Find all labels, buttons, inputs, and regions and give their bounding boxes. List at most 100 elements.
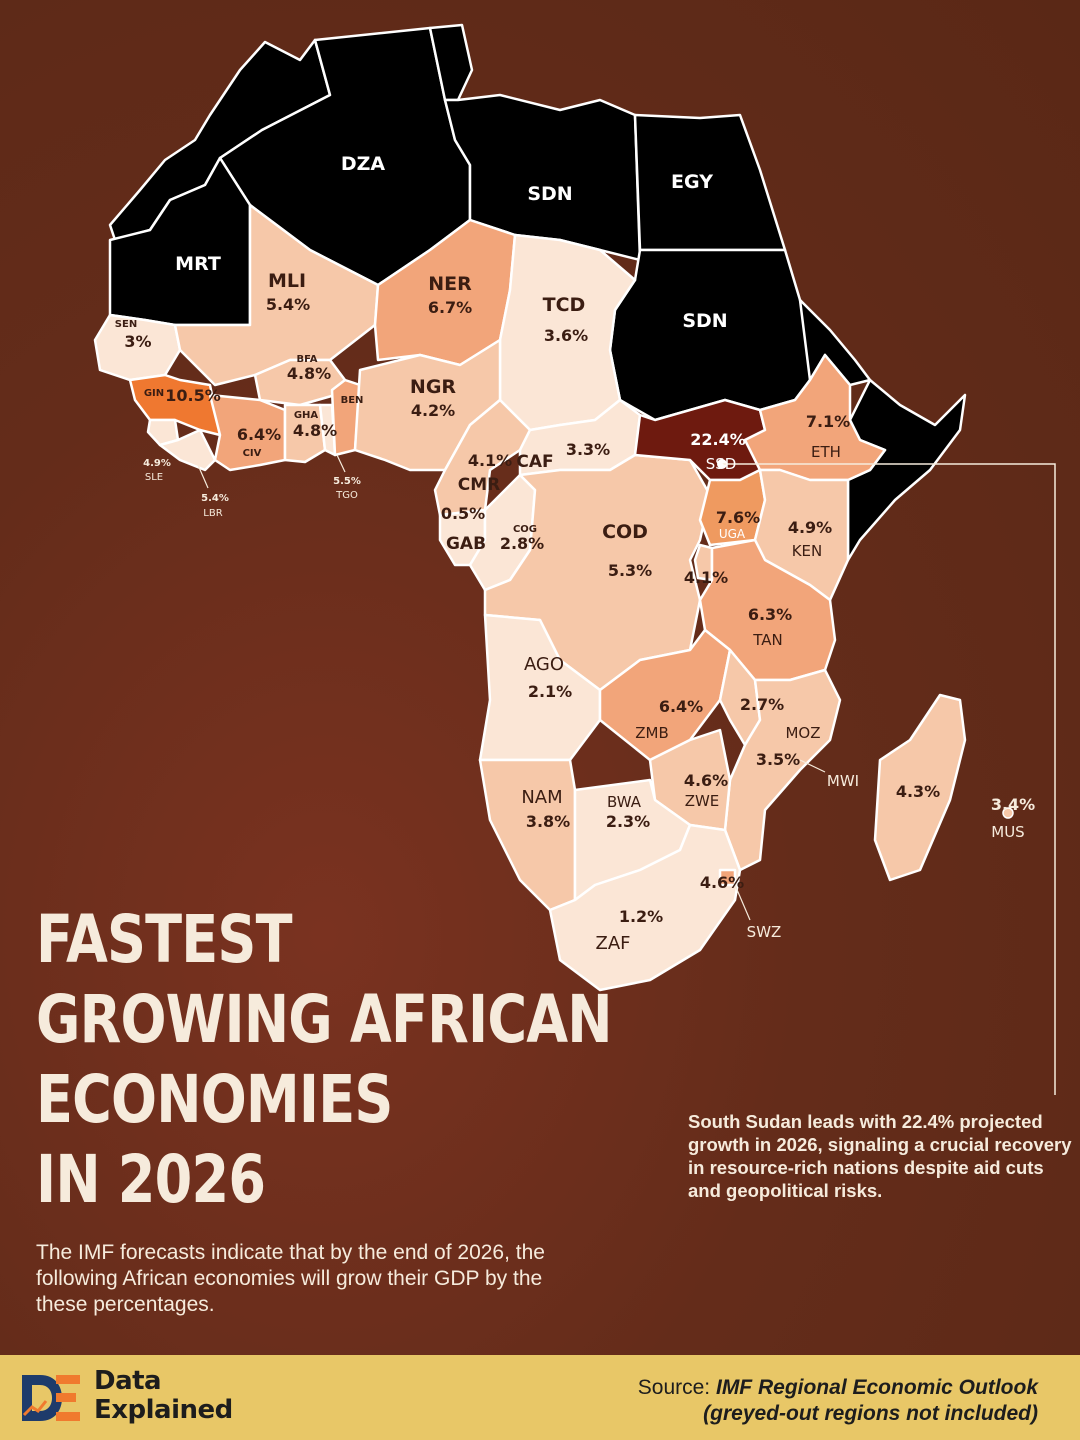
label-ben-code: BEN [341, 395, 364, 406]
label-tgo-code: TGO [335, 490, 358, 501]
swz-leader-line [734, 884, 751, 921]
label-lbr-code: LBR [203, 508, 222, 519]
label-mwi-value: 2.7% [740, 695, 784, 714]
mwi-leader-line [799, 759, 826, 773]
label-civ-code: CIV [243, 448, 262, 459]
label-gab-value: 0.5% [441, 504, 485, 523]
label-zaf-value: 1.2% [619, 907, 663, 926]
brand-name: Data Explained [94, 1367, 233, 1425]
label-mdg-value: 4.3% [896, 782, 940, 801]
label-mus-code: MUS [991, 823, 1024, 841]
label-gab-code: GAB [446, 534, 486, 554]
label-uga-code: UGA [719, 527, 746, 541]
label-lbr-value: 5.4% [201, 493, 229, 504]
label-zwe-value: 4.6% [684, 771, 728, 790]
label-sle-value: 4.9% [143, 458, 171, 469]
label-ken-value: 4.9% [788, 518, 832, 537]
label-bwa-code: BWA [607, 793, 642, 811]
label-bfa-code: BFA [296, 354, 317, 365]
ssd-leader-line [722, 463, 1056, 1095]
label-moz-value: 3.5% [756, 750, 800, 769]
label-mus-value: 3.4% [991, 795, 1035, 814]
label-egy: EGY [671, 171, 713, 193]
label-tgo-value: 5.5% [333, 476, 361, 487]
country-zaf [548, 823, 742, 992]
label-tan-value: 6.3% [748, 605, 792, 624]
source-credit: Source: IMF Regional Economic Outlook (g… [638, 1375, 1038, 1427]
label-rwa-bdi-value: 4.1% [684, 568, 728, 587]
label-ssd-code: SSD [706, 455, 737, 473]
label-tcd-value: 3.6% [544, 326, 588, 345]
label-ken-code: KEN [792, 542, 823, 560]
country-gha [283, 403, 327, 464]
page-title: FASTEST GROWING AFRICAN ECONOMIES IN 202… [36, 900, 613, 1220]
label-swz-value: 4.6% [700, 873, 744, 892]
label-zwe-code: ZWE [685, 792, 720, 810]
label-eth-code: ETH [811, 443, 841, 461]
label-ner-code: NER [428, 273, 472, 295]
label-civ-value: 6.4% [237, 425, 281, 444]
brand-line-1: Data [94, 1366, 162, 1396]
label-caf-code: CAF [516, 452, 553, 472]
label-sle-code: SLE [145, 472, 163, 483]
label-zaf-code: ZAF [596, 933, 631, 954]
label-gha-value: 4.8% [293, 421, 337, 440]
label-zmb-code: ZMB [635, 724, 669, 742]
label-ngr-code: NGR [410, 376, 456, 398]
label-ner-value: 6.7% [428, 298, 472, 317]
label-bwa-value: 2.3% [606, 812, 650, 831]
label-ago-code: AGO [524, 654, 564, 675]
label-moz-code: MOZ [785, 724, 820, 742]
source-label: Source: [637, 1376, 716, 1399]
ssd-callout-text: South Sudan leads with 22.4% projected g… [688, 1111, 1072, 1201]
country-civ [208, 393, 287, 472]
brand-line-2: Explained [94, 1395, 233, 1425]
label-gha-code: GHA [294, 410, 319, 421]
footer-bar: Data Explained Source: IMF Regional Econ… [0, 1355, 1080, 1440]
country-tun [428, 23, 474, 102]
lbr-leader-line [197, 464, 209, 489]
title-line-4: IN 2026 [36, 1141, 266, 1218]
label-gin-code: GIN [144, 388, 164, 399]
label-swz-code: SWZ [747, 923, 782, 941]
label-cog-code: COG [513, 524, 537, 535]
source-note: (greyed-out regions not included) [703, 1402, 1038, 1425]
label-bfa-value: 4.8% [287, 364, 331, 383]
source-title: IMF Regional Economic Outlook [715, 1376, 1038, 1399]
data-explained-logo-icon [22, 1375, 80, 1421]
label-caf-value: 3.3% [566, 440, 610, 459]
title-line-1: FASTEST [36, 901, 292, 978]
label-cod-code: COD [602, 521, 648, 543]
label-mli-code: MLI [268, 270, 306, 292]
label-tcd-code: TCD [543, 294, 586, 316]
country-ago [478, 613, 602, 762]
label-cmr-code: CMR [458, 475, 500, 495]
label-tan-code: TAN [752, 631, 782, 649]
label-uga-value: 7.6% [716, 508, 760, 527]
label-sdn: SDN [682, 310, 727, 332]
label-gin-value: 10.5% [165, 386, 221, 405]
label-nam-value: 3.8% [526, 812, 570, 831]
intro-text: The IMF forecasts indicate that by the e… [36, 1241, 545, 1316]
label-dza: DZA [341, 153, 386, 175]
country-sdn [608, 248, 827, 422]
label-ngr-value: 4.2% [411, 401, 455, 420]
country-nam [478, 758, 577, 912]
label-sen-code: SEN [115, 319, 137, 330]
country-eth [743, 353, 887, 482]
label-mrt: MRT [175, 253, 221, 275]
label-sen-value: 3% [124, 332, 151, 351]
title-line-3: ECONOMIES [36, 1061, 393, 1138]
label-mli-value: 5.4% [266, 295, 310, 314]
label-ago-value: 2.1% [528, 682, 572, 701]
country-rwanda-burundi [693, 543, 714, 582]
country-mus [1002, 807, 1014, 819]
africa-gdp-map: DZA SDN EGY MRT SDN SEN 3% MLI 5.4% NER … [93, 23, 1056, 1095]
tgo-leader-line [336, 454, 346, 473]
label-zmb-value: 6.4% [659, 697, 703, 716]
country-mdg [873, 693, 967, 882]
label-nam-code: NAM [521, 787, 562, 808]
label-ssd-value: 22.4% [690, 430, 746, 449]
label-mwi-code: MWI [827, 772, 859, 790]
label-cog-value: 2.8% [500, 534, 544, 553]
